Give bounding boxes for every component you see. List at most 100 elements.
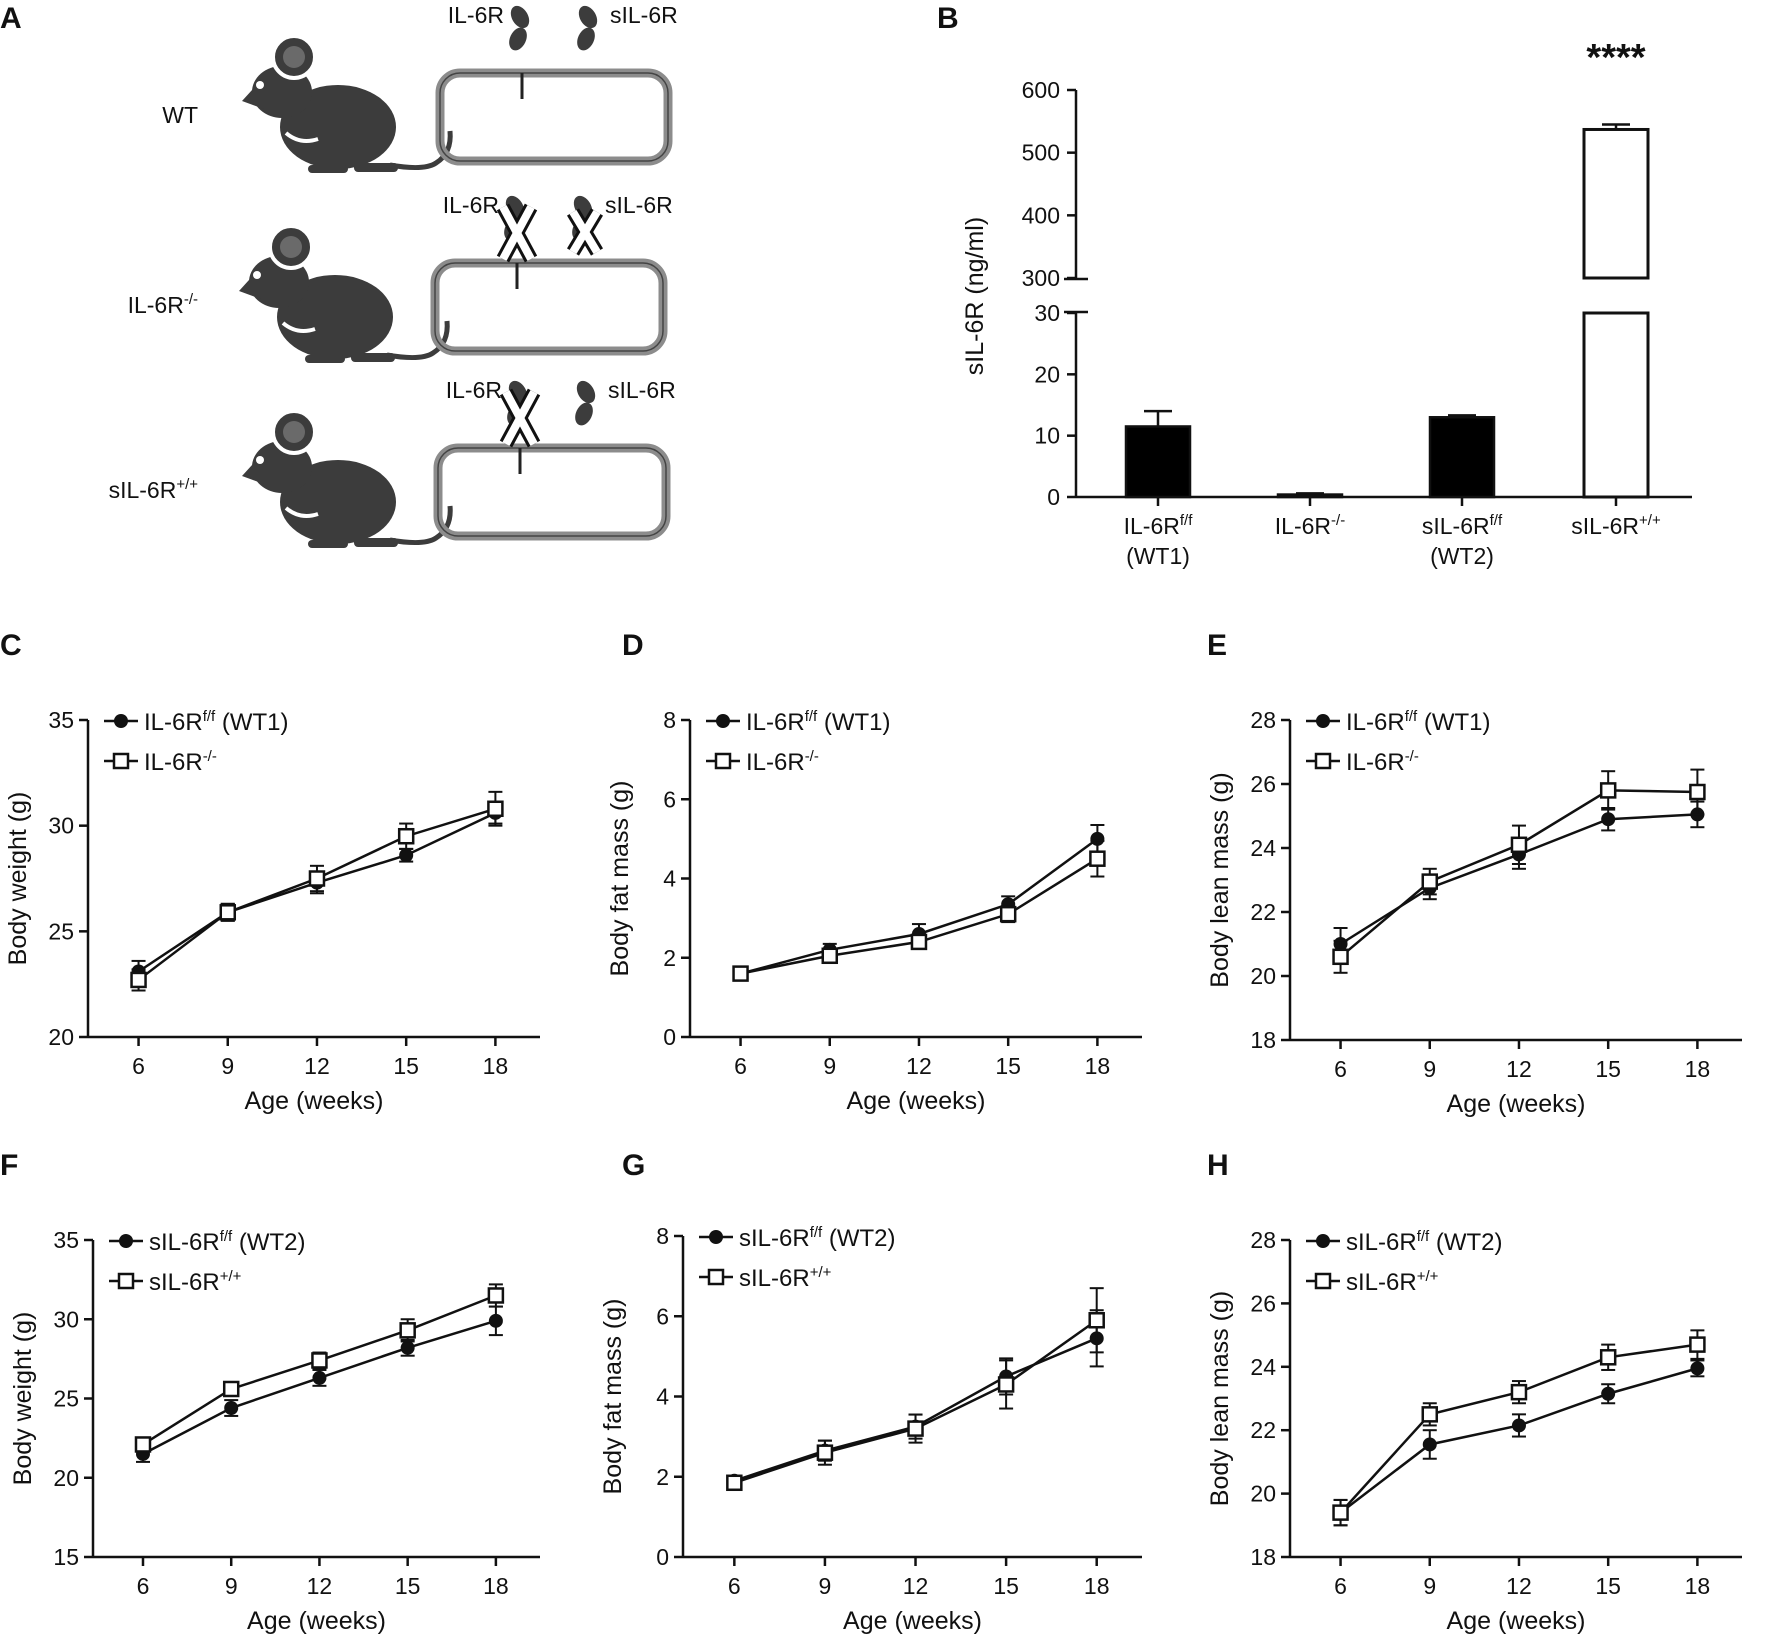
data-point bbox=[311, 1352, 328, 1369]
knockout-cross-icon bbox=[566, 208, 604, 256]
legend-label-tail: (WT1) bbox=[817, 709, 890, 736]
data-point bbox=[224, 1401, 239, 1416]
y-tick-label: 400 bbox=[1022, 202, 1060, 228]
series-line bbox=[733, 1319, 1098, 1484]
legend-label-base: IL-6R bbox=[1346, 709, 1405, 736]
bar-break-gap bbox=[1580, 280, 1652, 311]
membrane-receptor-icon bbox=[505, 2, 533, 54]
data-point bbox=[1511, 1418, 1526, 1433]
x-category-label: sIL-6R+/+ bbox=[1571, 512, 1661, 539]
panel-label-g: G bbox=[622, 1149, 645, 1182]
y-tick-label: 30 bbox=[1034, 300, 1060, 326]
x-category-label: sIL-6Rf/f bbox=[1422, 512, 1503, 539]
bar-upper-segment bbox=[1582, 127, 1650, 280]
data-point bbox=[907, 1420, 924, 1437]
legend-marker bbox=[117, 1272, 135, 1290]
legend-label: sIL-6R+/+ bbox=[149, 1268, 242, 1296]
y-tick-label: 15 bbox=[53, 1544, 79, 1570]
legend-marker bbox=[112, 752, 130, 770]
y-tick-label: 22 bbox=[1250, 899, 1276, 925]
cell-membrane-outline bbox=[439, 72, 669, 162]
panel-h: 18 20 22 24 26 28 6 9 12 15 18 Age (weeks) Body lean… bbox=[1206, 1227, 1742, 1634]
legend-label: sIL-6Rf/f (WT2) bbox=[149, 1228, 306, 1256]
y-tick-label: 20 bbox=[1034, 361, 1060, 387]
y-axis-label: Body weight (g) bbox=[4, 792, 32, 966]
y-tick-label: 26 bbox=[1250, 771, 1276, 797]
mouse-icon bbox=[239, 226, 447, 363]
x-axis-label: Age (weeks) bbox=[843, 1607, 982, 1634]
y-tick-label: 300 bbox=[1022, 265, 1060, 291]
cross-fill bbox=[502, 390, 538, 446]
legend-label-sup: f/f bbox=[203, 708, 216, 725]
legend-marker bbox=[714, 752, 732, 770]
x-tick-label: 18 bbox=[1085, 1053, 1111, 1079]
genotype-label-base: IL-6R bbox=[128, 292, 184, 318]
series-line bbox=[142, 1319, 497, 1456]
x-tick-label: 12 bbox=[903, 1573, 929, 1599]
data-point bbox=[1089, 850, 1106, 867]
y-tick-label: 2 bbox=[656, 1464, 669, 1490]
legend-label-tail: (WT2) bbox=[822, 1225, 895, 1252]
cell-membrane bbox=[430, 258, 668, 356]
series-line bbox=[137, 807, 496, 981]
legend-label: sIL-6Rf/f (WT2) bbox=[739, 1224, 896, 1252]
data-point bbox=[1510, 1383, 1528, 1401]
legend-marker bbox=[119, 1234, 133, 1248]
legend-label-base: sIL-6R bbox=[739, 1265, 810, 1292]
panel-label-h: H bbox=[1207, 1149, 1229, 1182]
series-wild-type bbox=[131, 801, 503, 984]
y-tick-label: 0 bbox=[656, 1544, 669, 1570]
data-point bbox=[1332, 948, 1349, 966]
x-tick-label: 6 bbox=[1334, 1056, 1347, 1082]
y-axis-label: Body fat mass (g) bbox=[599, 1299, 627, 1495]
series-mutant bbox=[1332, 768, 1706, 974]
x-tick-label: 18 bbox=[483, 1053, 509, 1079]
x-tick-label: 18 bbox=[1685, 1573, 1711, 1599]
data-point bbox=[130, 971, 147, 989]
legend-label: sIL-6R+/+ bbox=[739, 1264, 832, 1292]
legend-marker bbox=[1314, 1272, 1332, 1290]
y-tick-label: 25 bbox=[48, 918, 74, 944]
data-point bbox=[732, 965, 749, 982]
data-point bbox=[397, 827, 415, 845]
x-tick-label: 15 bbox=[993, 1573, 1019, 1599]
x-tick-label: 15 bbox=[1595, 1056, 1621, 1082]
series-wild-type bbox=[727, 1309, 1104, 1488]
soluble-receptor-label: sIL-6R bbox=[608, 377, 676, 403]
x-tick-label: 6 bbox=[734, 1053, 747, 1079]
panel-g: 0 2 4 6 8 6 9 12 15 18 Age (weeks) Body fat mass (g… bbox=[599, 1223, 1142, 1634]
genotype-row-3: sIL-6R+/+IL-6R sIL-6R bbox=[109, 377, 676, 548]
y-tick-label: 4 bbox=[663, 866, 676, 892]
y-tick-label: 4 bbox=[656, 1384, 669, 1410]
data-point bbox=[1599, 782, 1617, 799]
genotype-label: WT bbox=[162, 102, 198, 128]
data-point bbox=[399, 848, 414, 863]
y-axis-label: Body weight (g) bbox=[9, 1312, 37, 1486]
panel-d: 0 2 4 6 8 6 9 12 15 18 Age (weeks) Body fat mass (g… bbox=[606, 707, 1142, 1115]
series-mutant bbox=[1332, 1329, 1706, 1527]
legend-label-tail: (WT1) bbox=[215, 709, 288, 736]
data-point bbox=[219, 904, 237, 921]
data-point bbox=[488, 1313, 503, 1328]
x-tick-label: 9 bbox=[1423, 1573, 1436, 1599]
y-tick-label: 8 bbox=[663, 707, 676, 733]
panel-label-c: C bbox=[0, 629, 22, 662]
legend-label-tail: (WT2) bbox=[1429, 1229, 1502, 1256]
bar bbox=[1276, 493, 1344, 499]
series-mutant bbox=[130, 790, 504, 992]
legend-label: sIL-6Rf/f (WT2) bbox=[1346, 1228, 1503, 1256]
y-axis-label: Body lean mass (g) bbox=[1206, 772, 1234, 987]
legend-label: IL-6Rf/f (WT1) bbox=[144, 708, 289, 736]
x-axis-label: Age (weeks) bbox=[847, 1087, 986, 1115]
x-tick-label: 15 bbox=[995, 1053, 1021, 1079]
y-tick-label: 20 bbox=[1250, 1481, 1276, 1507]
cell-membrane-outline bbox=[434, 262, 664, 352]
panel-label-e: E bbox=[1207, 629, 1227, 662]
panel-e: 18 20 22 24 26 28 6 9 12 15 18 Age (weeks) Body lean… bbox=[1206, 707, 1742, 1118]
series-line bbox=[1339, 789, 1698, 958]
data-point bbox=[1088, 1312, 1105, 1329]
x-category-label: IL-6Rf/f bbox=[1124, 512, 1194, 539]
knockout-cross-icon bbox=[496, 203, 538, 263]
membrane-receptor-label: IL-6R bbox=[443, 192, 499, 218]
